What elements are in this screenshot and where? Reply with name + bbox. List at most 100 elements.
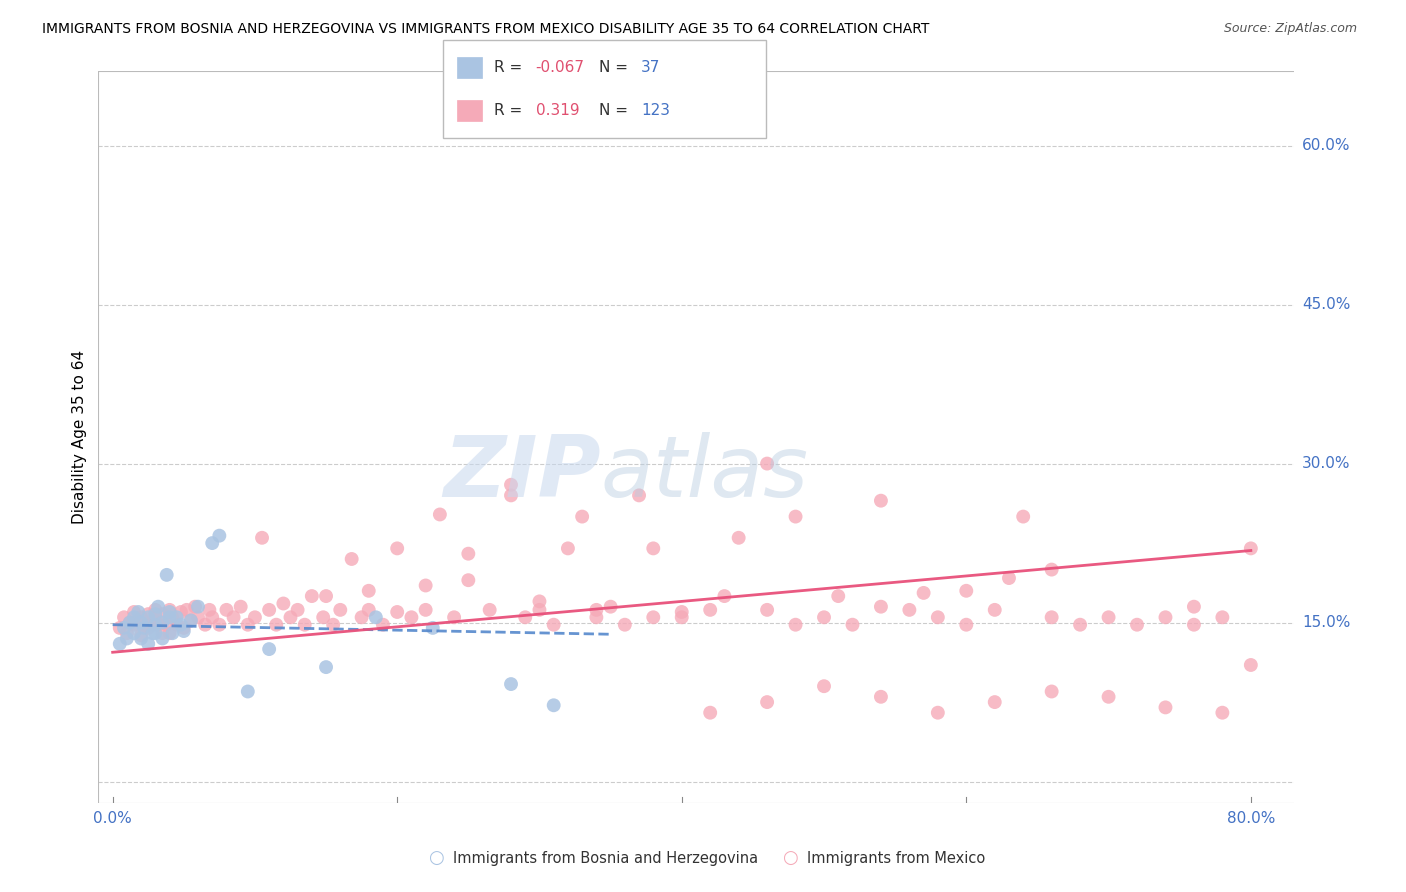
Point xyxy=(329,603,352,617)
Point xyxy=(257,603,280,617)
Point xyxy=(162,626,184,640)
Point xyxy=(136,610,159,624)
Text: 123: 123 xyxy=(641,103,671,119)
Point xyxy=(273,597,295,611)
Text: N =: N = xyxy=(599,103,633,119)
Point xyxy=(1182,617,1205,632)
Point xyxy=(1211,610,1233,624)
Text: ○: ○ xyxy=(427,849,444,867)
Point xyxy=(215,603,238,617)
Point xyxy=(222,610,245,624)
Point xyxy=(141,615,163,630)
Point xyxy=(585,603,607,617)
Point xyxy=(357,603,380,617)
Point xyxy=(129,610,152,624)
Text: 37: 37 xyxy=(641,60,661,75)
Point xyxy=(1069,617,1091,632)
Point xyxy=(785,509,807,524)
Point xyxy=(112,610,135,624)
Point xyxy=(643,541,665,556)
Point xyxy=(187,599,209,614)
Point xyxy=(699,603,721,617)
Point xyxy=(159,605,181,619)
Text: R =: R = xyxy=(494,103,531,119)
Point xyxy=(132,621,155,635)
Point xyxy=(599,599,621,614)
Point xyxy=(118,615,141,630)
Point xyxy=(322,617,344,632)
Text: Source: ZipAtlas.com: Source: ZipAtlas.com xyxy=(1223,22,1357,36)
Point xyxy=(350,610,373,624)
Point xyxy=(264,617,287,632)
Point xyxy=(385,605,409,619)
Point xyxy=(152,607,174,621)
Point xyxy=(499,477,522,491)
Text: ZIP: ZIP xyxy=(443,432,600,516)
Point xyxy=(429,508,451,522)
Point xyxy=(1040,563,1063,577)
Point xyxy=(699,706,721,720)
Point xyxy=(571,509,593,524)
Point xyxy=(415,578,437,592)
Point xyxy=(422,621,444,635)
Point xyxy=(371,617,394,632)
Text: ○: ○ xyxy=(782,849,799,867)
Point xyxy=(415,603,437,617)
Point xyxy=(122,626,145,640)
Point xyxy=(315,589,337,603)
Point xyxy=(159,603,181,617)
Text: 60.0%: 60.0% xyxy=(1302,138,1350,153)
Point xyxy=(122,617,145,632)
Point xyxy=(984,603,1007,617)
Point xyxy=(643,610,665,624)
Text: 0.0%: 0.0% xyxy=(93,811,132,826)
Point xyxy=(257,642,280,657)
Point xyxy=(115,632,138,646)
Point xyxy=(152,626,174,640)
Point xyxy=(529,603,551,617)
Point xyxy=(280,610,302,624)
Point xyxy=(713,589,735,603)
Point xyxy=(1040,610,1063,624)
Point xyxy=(1154,610,1177,624)
Point xyxy=(236,684,259,698)
Point xyxy=(315,660,337,674)
Point xyxy=(870,493,893,508)
Point xyxy=(756,695,779,709)
Point xyxy=(443,610,465,624)
Point xyxy=(1126,617,1149,632)
Point xyxy=(112,621,135,635)
Point xyxy=(173,624,195,638)
Y-axis label: Disability Age 35 to 64: Disability Age 35 to 64 xyxy=(72,350,87,524)
Point xyxy=(671,605,693,619)
Point xyxy=(148,617,170,632)
Point xyxy=(340,552,363,566)
Point xyxy=(152,632,174,646)
Point xyxy=(294,617,316,632)
Point xyxy=(955,583,977,598)
Point xyxy=(1211,706,1233,720)
Point xyxy=(243,610,266,624)
Point xyxy=(180,614,202,628)
Point xyxy=(108,621,131,635)
Point xyxy=(529,594,551,608)
Text: Immigrants from Bosnia and Herzegovina: Immigrants from Bosnia and Herzegovina xyxy=(453,851,758,865)
Point xyxy=(170,617,193,632)
Point xyxy=(143,603,166,617)
Point xyxy=(143,610,166,624)
Text: N =: N = xyxy=(599,60,633,75)
Point xyxy=(173,621,195,635)
Point xyxy=(136,637,159,651)
Point xyxy=(984,695,1007,709)
Point xyxy=(127,614,149,628)
Point xyxy=(613,617,636,632)
Point xyxy=(357,583,380,598)
Text: atlas: atlas xyxy=(600,432,808,516)
Point xyxy=(756,603,779,617)
Point xyxy=(870,690,893,704)
Point xyxy=(143,626,166,640)
Point xyxy=(870,599,893,614)
Point xyxy=(170,605,193,619)
Point xyxy=(401,610,423,624)
Point xyxy=(813,610,835,624)
